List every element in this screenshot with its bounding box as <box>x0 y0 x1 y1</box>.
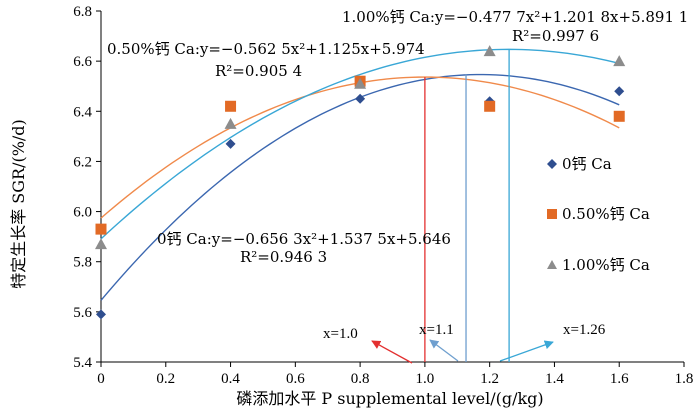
equation-1pct-ca: 1.00%钙 Ca:y=−0.477 7x²+1.201 8x+5.891 1 <box>342 8 688 26</box>
data-point-050pct-ca <box>484 100 496 112</box>
data-point-050pct-ca <box>613 110 625 122</box>
data-point-0-ca <box>96 309 106 320</box>
optimum-arrow-2 <box>499 340 554 362</box>
legend-label-0-ca: 0钙 Ca <box>562 155 612 173</box>
x-tick-label: 0 <box>97 371 105 387</box>
optimum-label-1pct-ca: x=1.26 <box>563 322 606 338</box>
y-tick-label: 6.0 <box>73 205 92 221</box>
r2-1pct-ca: R²=0.997 6 <box>512 27 599 45</box>
r2-050pct-ca: R²=0.905 4 <box>215 62 302 80</box>
data-point-1pct-ca <box>224 117 237 129</box>
optimum-label-0-ca: x=1.1 <box>419 322 454 338</box>
legend-label-050pct-ca: 0.50%钙 Ca <box>562 205 650 223</box>
r2-0-ca: R²=0.946 3 <box>240 248 327 266</box>
x-tick-label: 0.2 <box>156 371 175 387</box>
y-tick-label: 6.4 <box>73 104 92 120</box>
fit-curve-2 <box>100 48 620 240</box>
x-tick-label: 0.8 <box>351 371 370 387</box>
data-point-1pct-ca <box>483 45 496 57</box>
y-tick-label: 5.6 <box>73 305 92 321</box>
y-tick-label: 6.6 <box>73 54 92 70</box>
legend-square-marker <box>547 209 557 219</box>
legend-item-050pct-ca: 0.50%钙 Ca <box>547 205 650 223</box>
data-point-1pct-ca <box>354 77 367 89</box>
legend-item-0-ca: 0钙 Ca <box>547 155 612 173</box>
x-tick-label: 1.8 <box>675 371 694 387</box>
x-tick-label: 1.6 <box>610 371 629 387</box>
optimum-label-050pct-ca: x=1.0 <box>323 326 358 342</box>
equation-0-ca: 0钙 Ca:y=−0.656 3x²+1.537 5x+5.646 <box>157 230 451 248</box>
data-point-0-ca <box>225 138 236 149</box>
y-axis-title: 特定生长率 SGR/(%/d) <box>9 119 28 289</box>
equation-050pct-ca: 0.50%钙 Ca:y=−0.562 5x²+1.125x+5.974 <box>107 40 425 58</box>
y-tick-label: 6.2 <box>73 154 92 170</box>
fit-curve-0 <box>100 73 620 301</box>
y-tick-label: 5.4 <box>73 355 92 371</box>
legend-item-1pct-ca: 1.00%钙 Ca <box>547 256 650 274</box>
legend-triangle-marker <box>547 260 557 269</box>
optimum-arrow-1 <box>371 340 413 364</box>
data-point-050pct-ca <box>95 223 107 235</box>
optimum-lines <box>371 49 554 364</box>
data-point-1pct-ca <box>613 55 626 67</box>
legend: 0钙 Ca 0.50%钙 Ca 1.00%钙 Ca <box>547 155 650 274</box>
x-axis-title: 磷添加水平 P supplemental level/(g/kg) <box>236 389 543 408</box>
x-tick-label: 1.4 <box>545 371 564 387</box>
legend-diamond-marker <box>547 159 557 169</box>
data-point-050pct-ca <box>225 100 237 112</box>
x-tick-label: 0.4 <box>221 371 240 387</box>
data-point-0-ca <box>355 93 366 104</box>
legend-label-1pct-ca: 1.00%钙 Ca <box>562 256 650 274</box>
x-tick-label: 1.0 <box>416 371 435 387</box>
x-tick-label: 1.2 <box>480 371 499 387</box>
data-point-0-ca <box>614 86 625 97</box>
data-point-1pct-ca <box>95 238 107 250</box>
y-tick-label: 6.8 <box>73 4 92 20</box>
y-tick-label: 5.8 <box>73 255 92 271</box>
data-points <box>95 45 626 320</box>
axes: 0 0.2 0.4 0.6 0.8 1.0 1.2 1.4 1.6 1.8 5.4 5.6 5.8 6.0… <box>73 4 693 387</box>
optimum-arrow-0 <box>429 339 459 362</box>
x-tick-label: 0.6 <box>286 371 305 387</box>
